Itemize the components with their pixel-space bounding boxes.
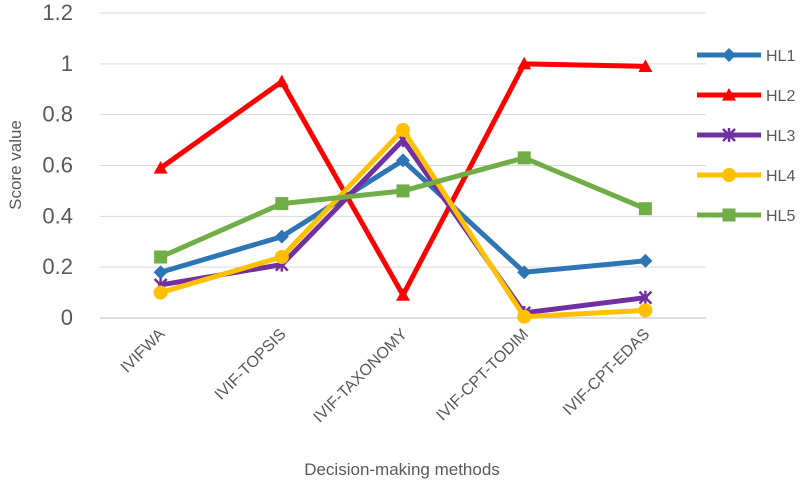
series-hl4 <box>153 122 653 324</box>
legend-label-hl3: HL3 <box>766 128 795 145</box>
data-point-hl2 <box>396 288 410 301</box>
legend-marker-hl4 <box>722 168 736 182</box>
data-point-hl2 <box>638 59 653 72</box>
legend-marker-hl3 <box>722 128 736 142</box>
legend-label-hl1: HL1 <box>766 48 795 65</box>
series-lines <box>153 56 653 324</box>
x-tick-label: IVIF-TOPSIS <box>212 326 290 404</box>
x-tick-label: IVIFWA <box>118 326 169 377</box>
legend-item-hl3: HL3 <box>697 128 795 145</box>
data-point-hl1 <box>274 229 289 244</box>
legend-marker-hl2 <box>722 88 736 101</box>
gridlines <box>100 12 706 319</box>
legend-marker-hl1 <box>722 48 736 62</box>
data-point-hl1 <box>153 265 168 280</box>
y-axis-ticks: 0 0.2 0.4 0.6 0.8 1 1.2 <box>42 0 73 330</box>
series-hl5 <box>154 151 652 264</box>
data-point-hl5 <box>396 184 410 198</box>
y-axis-title: Score value <box>6 120 25 210</box>
data-point-hl4 <box>396 122 410 137</box>
legend-label-hl5: HL5 <box>766 208 795 225</box>
y-tick-label: 0.6 <box>42 153 73 178</box>
y-tick-label: 1.2 <box>42 0 73 25</box>
data-point-hl4 <box>517 309 532 324</box>
data-point-hl5 <box>275 197 289 211</box>
legend-marker-hl5 <box>722 208 736 222</box>
x-axis-title: Decision-making methods <box>304 460 500 479</box>
data-point-hl1 <box>638 253 653 268</box>
x-tick-label: IVIF-CPT-EDAS <box>560 326 653 419</box>
data-point-hl2 <box>274 74 289 88</box>
data-point-hl3 <box>638 290 653 305</box>
legend-item-hl5: HL5 <box>697 208 795 225</box>
data-point-hl5 <box>517 151 531 165</box>
series-hl1 <box>153 153 653 280</box>
y-tick-label: 1 <box>61 51 73 76</box>
data-point-hl4 <box>153 285 168 300</box>
legend-item-hl2: HL2 <box>697 88 795 105</box>
data-point-hl2 <box>153 161 168 174</box>
x-axis-ticks: IVIFWA IVIF-TOPSIS IVIF-TAXONOMY IVIF-CPT-T… <box>118 326 653 427</box>
data-point-hl4 <box>274 250 289 264</box>
legend-label-hl2: HL2 <box>766 88 795 105</box>
data-point-hl5 <box>154 250 168 264</box>
legend: HL1 HL2 HL3 HL4 HL5 <box>697 48 795 225</box>
series-line-hl5 <box>158 155 648 260</box>
series-hl2 <box>153 56 653 301</box>
data-point-hl5 <box>638 202 652 216</box>
y-tick-label: 0.4 <box>42 203 73 228</box>
legend-item-hl1: HL1 <box>697 48 795 65</box>
x-tick-label: IVIF-TAXONOMY <box>310 326 411 427</box>
x-tick-label: IVIF-CPT-TODIM <box>433 326 532 425</box>
y-tick-label: 0.2 <box>42 254 73 279</box>
data-point-hl4 <box>638 303 653 318</box>
y-tick-label: 0 <box>61 305 73 330</box>
legend-label-hl4: HL4 <box>766 168 795 185</box>
data-point-hl2 <box>517 56 532 70</box>
y-tick-label: 0.8 <box>42 102 73 127</box>
data-point-hl1 <box>517 265 532 280</box>
data-point-hl1 <box>396 153 410 168</box>
legend-item-hl4: HL4 <box>697 168 795 185</box>
